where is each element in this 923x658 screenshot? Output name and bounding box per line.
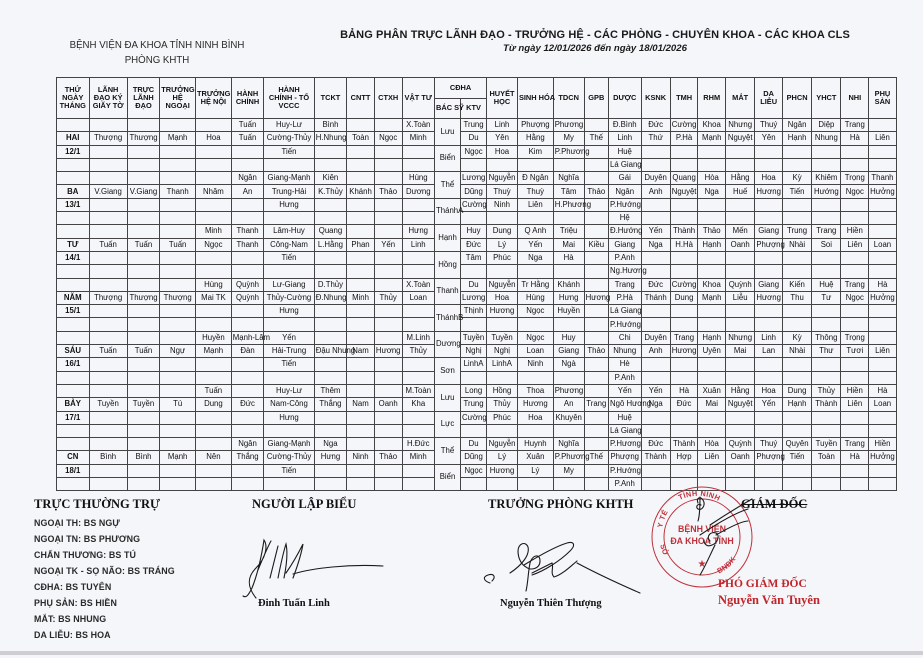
svg-text:Y TẾ: Y TẾ [655, 508, 670, 529]
